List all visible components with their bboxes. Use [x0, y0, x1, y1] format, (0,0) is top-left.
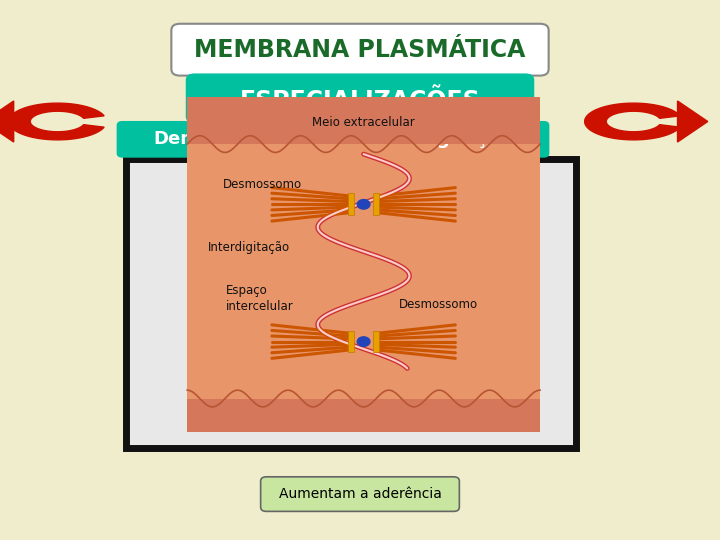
Bar	[348, 330, 354, 353]
Bar	[348, 193, 354, 215]
Text: ESPECIALIZAÇÕES: ESPECIALIZAÇÕES	[240, 84, 480, 113]
Bar	[187, 97, 540, 144]
Text: Aumentam a aderência: Aumentam a aderência	[279, 487, 441, 501]
FancyBboxPatch shape	[261, 477, 459, 511]
FancyBboxPatch shape	[126, 159, 576, 448]
Text: Interdigitações: Interdigitações	[370, 130, 523, 148]
Polygon shape	[678, 101, 708, 142]
Polygon shape	[585, 103, 680, 140]
Circle shape	[357, 200, 370, 209]
Bar	[187, 97, 540, 432]
FancyBboxPatch shape	[117, 121, 323, 158]
Text: Desmossomo: Desmossomo	[222, 178, 302, 191]
Text: MEMBRANA PLASMÁTICA: MEMBRANA PLASMÁTICA	[194, 38, 526, 62]
FancyBboxPatch shape	[186, 73, 534, 123]
Polygon shape	[9, 103, 104, 140]
Polygon shape	[0, 101, 14, 142]
FancyBboxPatch shape	[343, 121, 549, 158]
Text: Espaço
intercelular: Espaço intercelular	[226, 284, 294, 313]
Bar	[187, 399, 540, 432]
Text: Meio extracelular: Meio extracelular	[312, 116, 415, 129]
FancyBboxPatch shape	[171, 24, 549, 76]
Text: Interdigitação: Interdigitação	[208, 241, 290, 254]
Circle shape	[357, 337, 370, 346]
Text: Desmossomo: Desmossomo	[399, 298, 478, 311]
Bar	[373, 330, 379, 353]
Bar	[373, 193, 379, 215]
Text: Demossomos: Demossomos	[153, 130, 287, 148]
